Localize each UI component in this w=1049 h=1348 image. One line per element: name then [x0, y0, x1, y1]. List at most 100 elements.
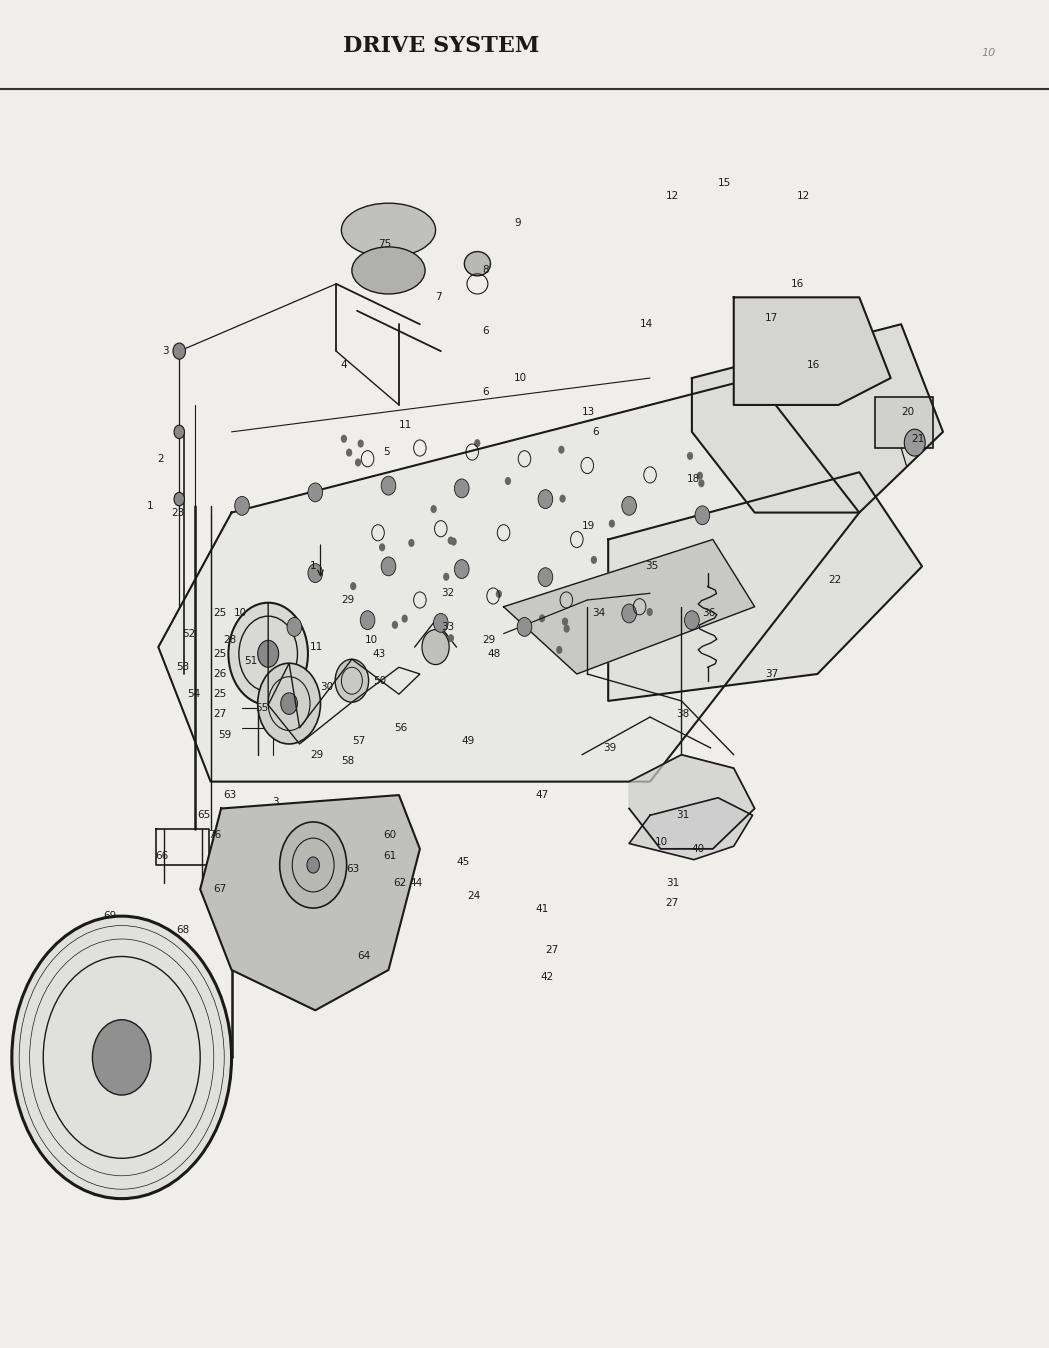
Text: 67: 67: [213, 884, 227, 894]
Circle shape: [558, 446, 564, 454]
Text: 8: 8: [483, 266, 489, 275]
Text: 63: 63: [346, 864, 360, 874]
Text: 4: 4: [340, 360, 346, 369]
Ellipse shape: [341, 204, 435, 257]
Circle shape: [235, 496, 250, 515]
Polygon shape: [608, 472, 922, 701]
Text: 25: 25: [213, 648, 227, 659]
Circle shape: [697, 472, 703, 480]
Circle shape: [443, 573, 449, 581]
Circle shape: [450, 538, 456, 546]
Circle shape: [280, 822, 346, 909]
Text: 62: 62: [393, 878, 407, 887]
Text: 54: 54: [187, 689, 200, 700]
Text: 1: 1: [147, 501, 153, 511]
Circle shape: [538, 489, 553, 508]
Text: 1: 1: [227, 1053, 233, 1062]
Circle shape: [355, 458, 361, 466]
Text: 25: 25: [213, 689, 227, 700]
Circle shape: [335, 659, 368, 702]
Text: 12: 12: [796, 191, 810, 201]
Circle shape: [448, 634, 454, 642]
Circle shape: [173, 344, 186, 359]
Text: 1: 1: [311, 561, 317, 572]
Circle shape: [358, 439, 364, 448]
Text: 6: 6: [483, 387, 489, 396]
Circle shape: [699, 480, 705, 488]
Circle shape: [474, 439, 480, 448]
Text: 48: 48: [488, 648, 501, 659]
Circle shape: [622, 604, 637, 623]
Ellipse shape: [465, 252, 491, 276]
Polygon shape: [629, 755, 754, 849]
Circle shape: [622, 496, 637, 515]
Text: 40: 40: [692, 844, 705, 853]
Text: 18: 18: [687, 474, 700, 484]
Circle shape: [392, 621, 398, 630]
Text: 76: 76: [208, 830, 221, 840]
Circle shape: [258, 663, 321, 744]
Text: 12: 12: [666, 191, 679, 201]
Bar: [875, 396, 933, 448]
Text: 29: 29: [483, 635, 496, 646]
Text: 66: 66: [155, 851, 169, 860]
Circle shape: [454, 479, 469, 497]
Text: 53: 53: [176, 662, 190, 673]
Circle shape: [408, 539, 414, 547]
Text: 3: 3: [163, 346, 169, 356]
Text: 7: 7: [435, 293, 443, 302]
Circle shape: [517, 617, 532, 636]
Circle shape: [366, 612, 372, 620]
Text: 5: 5: [383, 448, 390, 457]
Text: 17: 17: [765, 313, 778, 322]
Circle shape: [174, 425, 185, 438]
Text: 27: 27: [545, 945, 559, 954]
Polygon shape: [158, 377, 859, 782]
Circle shape: [562, 617, 569, 625]
Circle shape: [646, 608, 652, 616]
Text: 44: 44: [409, 878, 423, 887]
Text: 16: 16: [791, 279, 805, 288]
Circle shape: [422, 630, 449, 665]
Text: 13: 13: [582, 407, 595, 417]
Circle shape: [341, 434, 347, 442]
Text: 10: 10: [514, 373, 528, 383]
Text: 56: 56: [393, 723, 407, 733]
Circle shape: [12, 917, 232, 1198]
Text: 72: 72: [82, 1039, 95, 1049]
Text: 49: 49: [462, 736, 475, 747]
Text: 10: 10: [656, 837, 668, 847]
Text: 19: 19: [582, 522, 595, 531]
Circle shape: [346, 449, 352, 457]
Text: 6: 6: [593, 427, 599, 437]
Circle shape: [538, 568, 553, 586]
Text: 30: 30: [321, 682, 334, 693]
Circle shape: [685, 611, 700, 630]
Circle shape: [350, 582, 357, 590]
Circle shape: [433, 613, 448, 632]
Polygon shape: [629, 798, 752, 860]
Text: 27: 27: [666, 898, 679, 907]
Text: 70: 70: [83, 972, 95, 981]
Text: 65: 65: [197, 810, 211, 820]
Circle shape: [591, 555, 597, 563]
Circle shape: [539, 615, 545, 623]
Circle shape: [448, 537, 454, 545]
Text: 14: 14: [640, 319, 652, 329]
Ellipse shape: [351, 247, 425, 294]
Text: 69: 69: [103, 911, 116, 921]
Text: 59: 59: [218, 729, 232, 740]
Text: 15: 15: [719, 178, 731, 187]
Circle shape: [454, 559, 469, 578]
Text: 68: 68: [176, 925, 190, 934]
Text: 16: 16: [807, 360, 820, 369]
Circle shape: [281, 693, 298, 714]
Circle shape: [608, 519, 615, 527]
Text: 24: 24: [467, 891, 480, 900]
Text: 6: 6: [483, 326, 489, 336]
Text: 25: 25: [213, 608, 227, 619]
Text: 31: 31: [666, 878, 679, 887]
Text: 43: 43: [372, 648, 386, 659]
Text: 29: 29: [341, 594, 355, 605]
Circle shape: [360, 611, 374, 630]
